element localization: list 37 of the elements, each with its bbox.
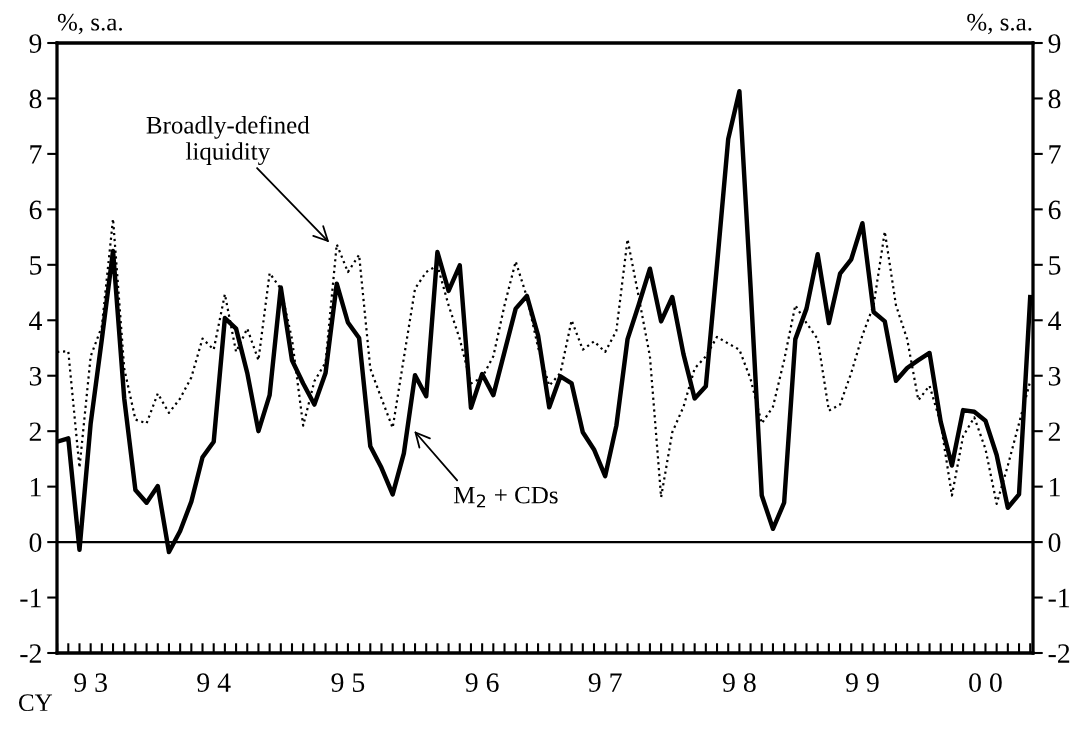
y-tick-label: 2 xyxy=(29,422,41,441)
y2-tick-label: 0 xyxy=(1048,533,1061,552)
y2-tick-label: 1 xyxy=(1050,477,1060,497)
y2-tick-label: 7 xyxy=(1049,145,1061,164)
y2-tick-label: 6 xyxy=(1048,200,1061,220)
x-tick-label: 9 6 xyxy=(465,673,499,692)
y-tick-label: 5 xyxy=(30,256,42,275)
text: CY xyxy=(18,694,53,712)
x-tick-label: 9 4 xyxy=(197,673,231,692)
y-tick-label: 9 xyxy=(29,34,42,53)
y-tick-label: 3 xyxy=(29,366,42,386)
y2-tick-label: 4 xyxy=(1048,311,1062,330)
y2-tick-label: 5 xyxy=(1049,256,1061,275)
x-tick-label: 0 0 xyxy=(969,673,1002,692)
y-tick-label: 1 xyxy=(30,477,41,497)
x-tick-label: 9 7 xyxy=(588,673,622,692)
y-tick-label: 4 xyxy=(29,311,42,330)
x-tick-label: 9 8 xyxy=(722,673,756,692)
x-tick-label: 9 3 xyxy=(74,673,107,692)
y-tick-label: 0 xyxy=(29,533,42,552)
y2-tick-label: 3 xyxy=(1048,366,1061,386)
y2-axis-title: %, s.a. xyxy=(967,13,1032,35)
y-tick-label: -1 xyxy=(20,588,41,608)
y2-tick-label: 2 xyxy=(1048,422,1060,441)
y-tick-label: 8 xyxy=(29,89,42,109)
annotation: M$_{2}$ + CDs xyxy=(453,486,558,508)
y2-tick-label: 9 xyxy=(1048,34,1061,53)
y2-tick-label: -1 xyxy=(1048,588,1070,608)
y-tick-label: 6 xyxy=(29,200,42,220)
x-tick-label: 9 9 xyxy=(845,673,879,692)
annotation: Broadly-defined liquidity xyxy=(146,115,310,165)
y2-tick-label: -2 xyxy=(1048,644,1070,663)
y-axis-title: %, s.a. xyxy=(57,13,122,35)
y-tick-label: -2 xyxy=(20,644,41,663)
y-tick-label: 7 xyxy=(30,145,42,164)
y2-tick-label: 8 xyxy=(1048,89,1061,109)
x-tick-label: 9 5 xyxy=(331,673,365,692)
